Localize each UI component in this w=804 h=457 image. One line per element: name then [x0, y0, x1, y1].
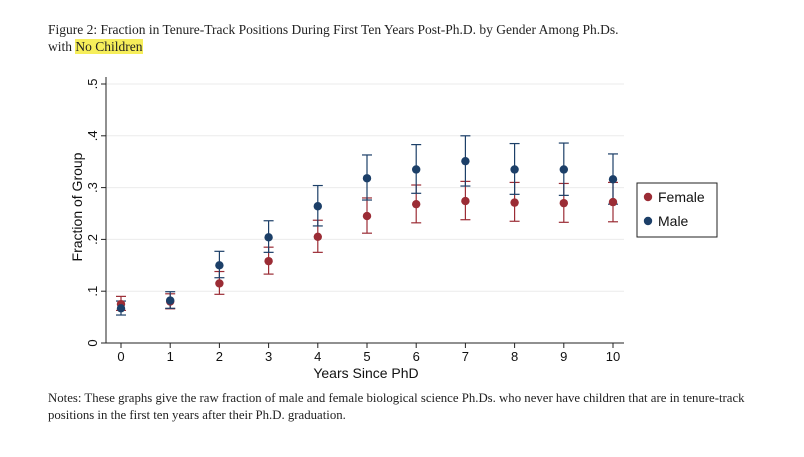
data-marks [116, 135, 618, 316]
legend-box [636, 182, 718, 238]
legend: Female Male [636, 182, 718, 238]
x-tick-label: 3 [265, 349, 272, 364]
x-tick-label: 2 [216, 349, 223, 364]
data-point-female [215, 279, 224, 288]
y-tick-label: 0 [85, 339, 100, 346]
x-tick-label: 0 [117, 349, 124, 364]
data-point-male [559, 165, 568, 174]
x-tick-label: 6 [413, 349, 420, 364]
data-point-male [412, 165, 421, 174]
data-point-female [313, 232, 322, 242]
data-point-male [116, 304, 126, 313]
x-tick-label: 5 [363, 349, 370, 364]
y-tick-label: .3 [85, 182, 100, 193]
data-point-male [313, 202, 322, 211]
legend-label-female: Female [658, 189, 705, 205]
axes: 0 .1 .2 .3 .4 .5 0 1 2 3 4 5 6 7 8 9 10 [85, 77, 624, 364]
y-tick-label: .4 [85, 130, 100, 141]
data-point-male [362, 174, 372, 183]
data-point-male [608, 175, 618, 184]
data-point-male [215, 261, 224, 270]
y-tick-label: .5 [85, 79, 100, 90]
figure-notes: Notes: These graphs give the raw fractio… [48, 391, 745, 422]
plot-area [106, 77, 624, 343]
x-tick-label: 9 [560, 349, 567, 364]
data-point-female [264, 256, 273, 266]
data-point-male [166, 296, 175, 305]
legend-marker-female [643, 192, 653, 202]
caption-line-2-prefix: with [48, 39, 76, 54]
x-tick-label: 7 [462, 349, 469, 364]
x-tick-label: 8 [511, 349, 518, 364]
data-point-male [510, 165, 519, 174]
x-tick-label: 1 [167, 349, 174, 364]
data-point-female [461, 196, 470, 206]
legend-label-male: Male [658, 213, 689, 229]
y-axis-title: Fraction of Group [69, 152, 85, 261]
data-point-female [608, 197, 618, 207]
data-point-female [362, 211, 372, 221]
x-tick-label: 10 [606, 349, 620, 364]
data-point-female [412, 199, 421, 209]
grid-lines [106, 77, 624, 343]
data-point-female [510, 198, 519, 207]
caption-line-1: Figure 2: Fraction in Tenure-Track Posit… [48, 22, 619, 37]
x-axis-title: Years Since PhD [313, 365, 418, 381]
x-tick-label: 4 [314, 349, 321, 364]
data-point-male [264, 233, 273, 242]
data-point-female [559, 198, 568, 208]
y-tick-label: .2 [85, 234, 100, 245]
caption-highlight: No Children [75, 39, 143, 54]
figure-caption: Figure 2: Fraction in Tenure-Track Posit… [48, 21, 748, 55]
legend-marker-male [643, 216, 653, 226]
data-point-male [461, 156, 470, 166]
y-tick-label: .1 [85, 286, 100, 297]
